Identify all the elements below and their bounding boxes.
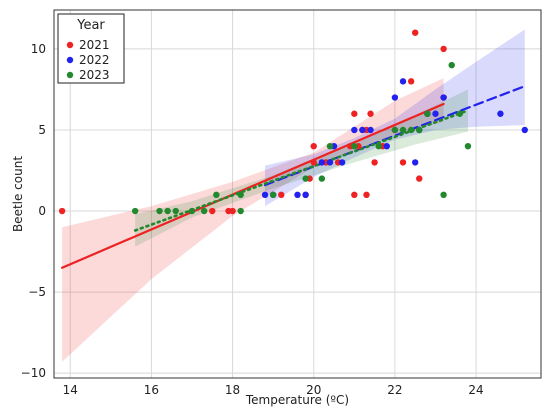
data-point-2022 <box>440 94 447 101</box>
data-point-2022 <box>497 110 504 117</box>
data-point-2023 <box>424 110 431 117</box>
data-point-2021 <box>310 159 317 166</box>
data-point-2022 <box>367 126 374 134</box>
data-points <box>58 29 528 215</box>
data-point-2023 <box>399 126 407 134</box>
data-point-2023 <box>237 207 244 215</box>
data-point-2022 <box>261 191 269 199</box>
data-point-2022 <box>338 159 346 166</box>
x-tick-labels: 14 16 18 20 22 24 <box>63 383 484 397</box>
data-point-2023 <box>237 191 244 199</box>
y-tick-label: −10 <box>21 366 46 380</box>
legend-marker-2021 <box>66 41 74 49</box>
x-tick-label: 22 <box>387 383 402 397</box>
data-point-2021 <box>278 191 285 199</box>
data-point-2021 <box>367 110 374 117</box>
data-point-2023 <box>213 191 220 199</box>
legend-label-2023: 2023 <box>79 68 110 82</box>
legend-marker-2022 <box>66 56 74 64</box>
legend-box <box>57 13 125 84</box>
data-point-2022 <box>399 78 407 85</box>
data-point-2023 <box>156 207 163 215</box>
data-point-2022 <box>359 126 366 134</box>
data-point-2021 <box>411 29 419 36</box>
data-point-2023 <box>464 142 472 150</box>
data-point-2021 <box>407 78 415 85</box>
data-point-2023 <box>131 207 139 215</box>
y-tick-label: 10 <box>31 42 46 56</box>
data-point-2021 <box>363 191 370 199</box>
data-point-2023 <box>164 207 171 215</box>
data-point-2023 <box>375 142 382 150</box>
grid-lines <box>54 10 541 378</box>
data-point-2022 <box>302 191 309 199</box>
x-tick-label: 20 <box>306 383 321 397</box>
legend-marker-2023 <box>66 71 74 79</box>
data-point-2021 <box>371 159 378 166</box>
data-point-2023 <box>391 126 399 134</box>
data-point-2021 <box>351 110 358 117</box>
data-point-2023 <box>269 191 277 199</box>
data-point-2023 <box>326 142 334 150</box>
data-point-2022 <box>383 142 390 150</box>
data-point-2021 <box>351 191 358 199</box>
data-point-2022 <box>294 191 301 199</box>
legend-label-2022: 2022 <box>79 53 110 67</box>
y-tick-label: −5 <box>28 285 46 299</box>
data-point-2021 <box>440 45 447 53</box>
confidence-band-2021 <box>62 78 444 362</box>
data-point-2023 <box>440 191 447 199</box>
data-point-2023 <box>172 207 179 215</box>
data-point-2021 <box>58 207 66 215</box>
data-point-2021 <box>229 207 236 215</box>
data-point-2022 <box>432 110 439 117</box>
y-tick-label: 5 <box>38 123 46 137</box>
data-point-2021 <box>209 207 216 215</box>
data-point-2023 <box>416 126 423 134</box>
data-point-2023 <box>188 207 196 215</box>
y-axis-label: Beetle count <box>11 156 25 232</box>
data-point-2021 <box>416 175 423 182</box>
fit-line-2021 <box>61 102 445 269</box>
confidence-bands <box>62 29 525 362</box>
legend-title: Year <box>76 18 105 33</box>
data-point-2021 <box>399 159 407 166</box>
data-point-2022 <box>411 159 419 166</box>
data-point-2021 <box>310 142 317 150</box>
data-point-2023 <box>448 61 455 69</box>
data-point-2022 <box>391 94 399 101</box>
legend-label-2021: 2021 <box>79 38 110 52</box>
data-point-2022 <box>351 126 358 134</box>
x-tick-label: 18 <box>225 383 240 397</box>
data-point-2022 <box>521 126 528 134</box>
data-point-2022 <box>318 159 326 166</box>
x-axis-label: Temperature (ºC) <box>245 393 349 407</box>
x-tick-label: 16 <box>144 383 159 397</box>
data-point-2023 <box>200 207 208 215</box>
data-point-2023 <box>351 142 358 150</box>
data-point-2023 <box>302 175 309 182</box>
data-point-2023 <box>407 126 415 134</box>
y-tick-label: 0 <box>38 204 46 218</box>
data-point-2023 <box>456 110 464 117</box>
x-tick-label: 14 <box>63 383 78 397</box>
x-tick-label: 24 <box>468 383 483 397</box>
y-tick-labels: −10 −5 0 5 10 <box>21 42 46 380</box>
plot-frame <box>53 9 542 379</box>
data-point-2023 <box>318 175 326 182</box>
data-point-2022 <box>326 159 334 166</box>
